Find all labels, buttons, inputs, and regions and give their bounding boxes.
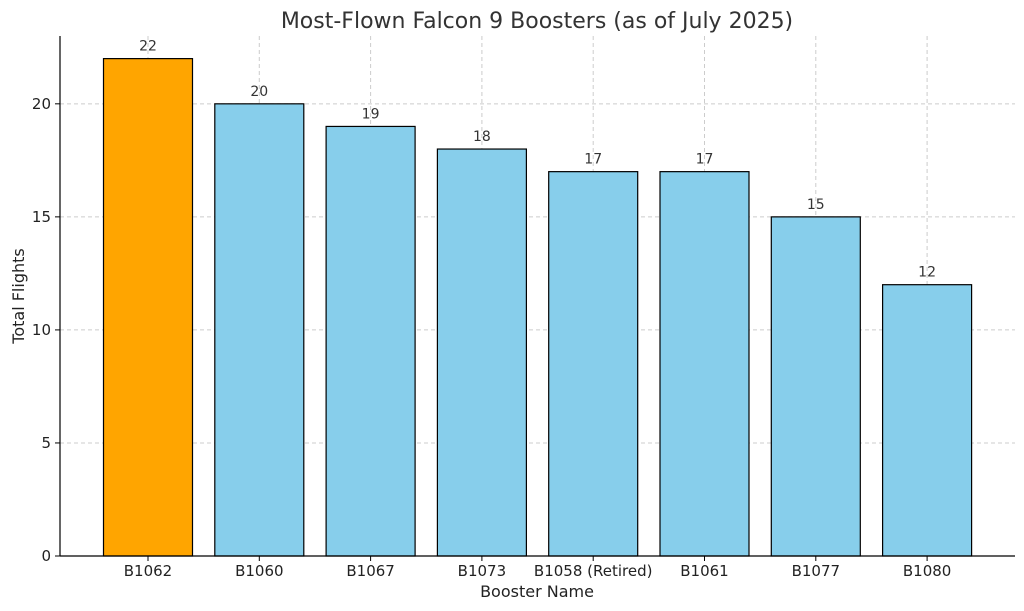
- data-label: 22: [139, 39, 157, 55]
- bar-b1062: [102, 58, 194, 557]
- y-tick-layer: 0 5 10 15 20: [32, 95, 60, 565]
- data-label: 18: [473, 129, 491, 145]
- data-label-layer: 22 20 19 18 17 17 15 12: [139, 39, 936, 281]
- bar-b1058-retired: [548, 171, 639, 557]
- bar-b1061: [659, 171, 750, 557]
- x-tick-label: B1058 (Retired): [534, 562, 653, 580]
- data-label: 12: [918, 265, 936, 281]
- y-tick-label: 5: [41, 434, 51, 452]
- x-tick-label: B1061: [680, 562, 728, 580]
- bar-b1067: [325, 125, 416, 557]
- bar-b1060: [214, 103, 305, 557]
- y-tick-label: 20: [32, 95, 51, 113]
- x-tick-label: B1077: [792, 562, 840, 580]
- x-tick-label: B1073: [458, 562, 506, 580]
- bar-b1077: [770, 216, 861, 557]
- data-label: 17: [584, 152, 602, 168]
- bar-b1080: [881, 284, 973, 557]
- data-label: 17: [696, 152, 714, 168]
- x-tick-label: B1062: [124, 562, 172, 580]
- grid-layer: [60, 36, 1015, 556]
- bar-b1073: [436, 148, 527, 557]
- data-label: 15: [807, 197, 825, 213]
- y-tick-label: 15: [32, 208, 51, 226]
- chart-title: Most-Flown Falcon 9 Boosters (as of July…: [281, 9, 793, 34]
- bar-layer: [102, 58, 973, 557]
- y-tick-label: 0: [41, 547, 51, 565]
- x-tick-label: B1080: [903, 562, 951, 580]
- data-label: 20: [250, 84, 268, 100]
- axis-layer: [59, 36, 1015, 557]
- x-tick-layer: B1062 B1060 B1067 B1073 B1058 (Retired) B1061…: [124, 556, 951, 580]
- y-axis-label: Total Flights: [9, 248, 28, 344]
- y-tick-label: 10: [32, 321, 51, 339]
- data-label: 19: [362, 106, 380, 122]
- x-axis-label: Booster Name: [480, 582, 594, 601]
- x-tick-label: B1067: [346, 562, 394, 580]
- x-tick-label: B1060: [235, 562, 283, 580]
